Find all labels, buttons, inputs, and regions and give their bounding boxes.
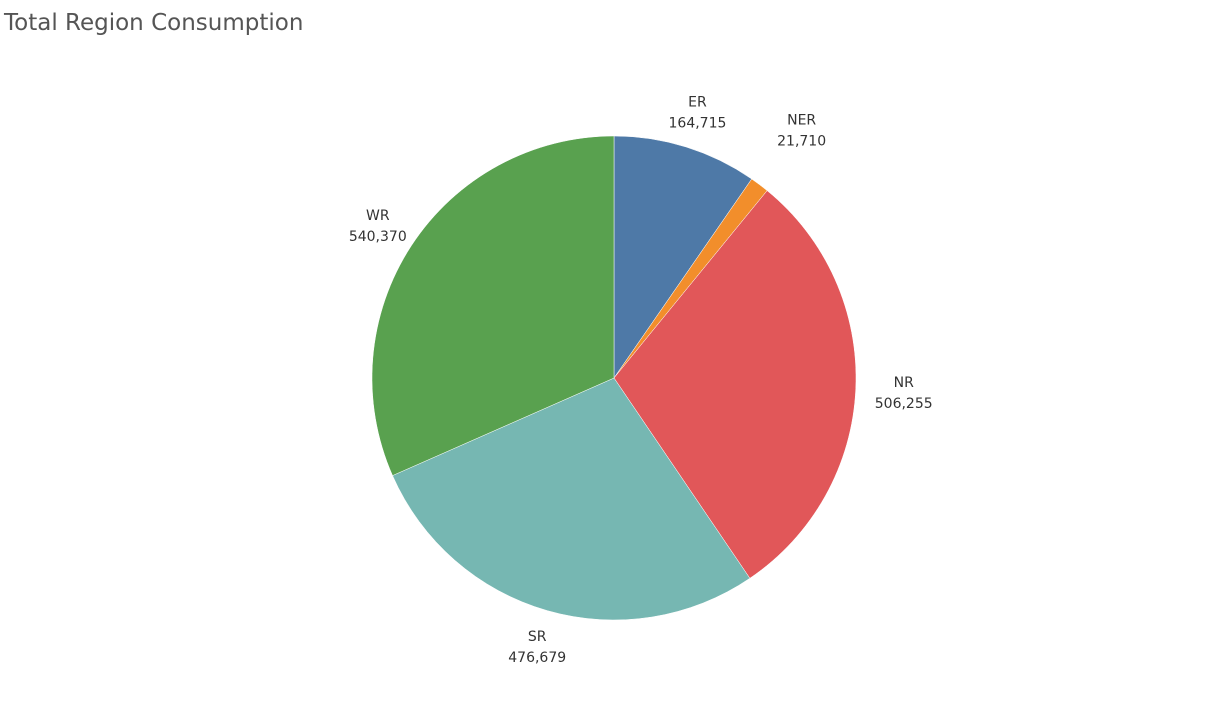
slice-value-label: 164,715 (669, 116, 727, 132)
slices-layer (371, 135, 857, 621)
slice-category-label: NER (787, 113, 816, 129)
labels-layer: ER 164,715 NER 21,710 NR 506,255 SR 476,679 WR 54… (349, 95, 933, 666)
slice-label-nr: NR 506,255 (875, 375, 933, 412)
slice-category-label: WR (366, 208, 390, 224)
chart-title: Total Region Consumption (4, 10, 304, 36)
slice-label-er: ER 164,715 (669, 95, 727, 132)
slice-category-label: NR (894, 375, 914, 391)
pie-slice-sr[interactable] (392, 377, 751, 621)
slice-label-wr: WR 540,370 (349, 208, 407, 245)
slice-category-label: SR (528, 629, 547, 645)
slice-value-label: 540,370 (349, 229, 407, 245)
slice-value-label: 21,710 (777, 134, 826, 150)
slice-category-label: ER (688, 95, 707, 111)
slice-value-label: 476,679 (508, 650, 566, 666)
pie-slice-wr[interactable] (371, 135, 615, 476)
pie-slice-er[interactable] (613, 135, 753, 379)
slice-value-label: 506,255 (875, 396, 933, 412)
pie-slice-nr[interactable] (613, 190, 857, 579)
slice-label-sr: SR 476,679 (508, 629, 566, 666)
slice-label-ner: NER 21,710 (777, 113, 826, 150)
